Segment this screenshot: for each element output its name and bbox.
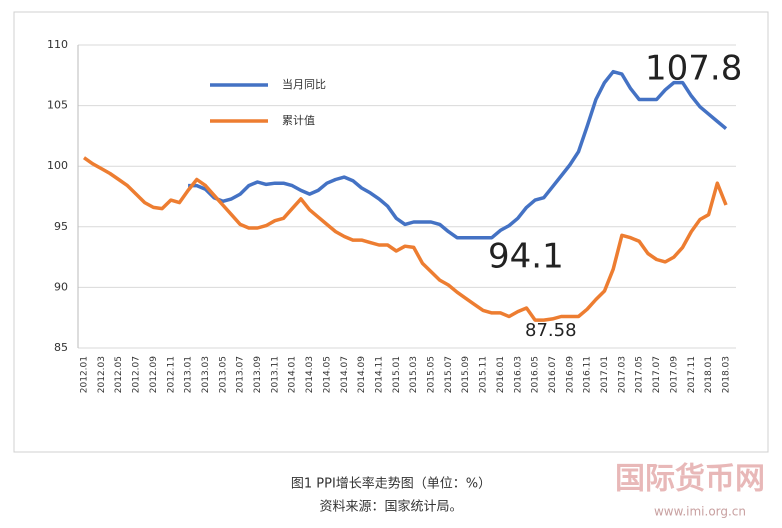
series-line xyxy=(188,69,728,240)
x-tick-label: 2013.05 xyxy=(218,356,228,393)
annotation: 87.58 xyxy=(525,320,577,341)
x-tick-label: 2013.07 xyxy=(236,356,246,393)
x-tick-label: 2014.01 xyxy=(288,356,298,393)
y-tick-label: 90 xyxy=(54,280,68,293)
x-tick-label: 2015.05 xyxy=(427,356,437,393)
x-tick-label: 2016.01 xyxy=(496,356,506,393)
x-tick-label: 2012.07 xyxy=(132,356,142,393)
x-tick-label: 2017.03 xyxy=(617,356,627,393)
x-tick-label: 2018.03 xyxy=(722,356,732,393)
x-tick-label: 2017.09 xyxy=(669,356,679,393)
x-tick-label: 2012.09 xyxy=(149,356,159,393)
x-tick-label: 2017.07 xyxy=(652,356,662,393)
watermark: 国际货币网 xyxy=(615,462,765,497)
y-tick-label: 110 xyxy=(47,38,68,51)
x-tick-label: 2016.05 xyxy=(531,356,541,393)
x-tick-label: 2016.09 xyxy=(565,356,575,393)
y-tick-label: 95 xyxy=(54,220,68,233)
x-tick-label: 2013.01 xyxy=(184,356,194,393)
x-tick-label: 2015.09 xyxy=(461,356,471,393)
caption: 图1 PPI增长率走势图（单位：%） xyxy=(291,476,491,492)
x-tick-label: 2014.11 xyxy=(374,356,384,393)
x-tick-label: 2014.05 xyxy=(322,356,332,393)
x-tick-label: 2018.01 xyxy=(704,356,714,393)
x-tick-label: 2016.11 xyxy=(583,356,593,393)
x-tick-label: 2015.03 xyxy=(409,356,419,393)
x-tick-label: 2014.03 xyxy=(305,356,315,393)
legend-label: 累计值 xyxy=(282,114,315,127)
annotation: 107.8 xyxy=(645,49,742,89)
y-tick-label: 105 xyxy=(47,99,68,112)
x-tick-label: 2012.11 xyxy=(166,356,176,393)
y-tick-label: 100 xyxy=(47,159,68,172)
x-tick-label: 2017.05 xyxy=(635,356,645,393)
x-tick-label: 2013.03 xyxy=(201,356,211,393)
source: 资料来源：国家统计局。 xyxy=(319,499,462,515)
watermark-url: www.imi.org.cn xyxy=(654,505,746,519)
x-tick-label: 2015.01 xyxy=(392,356,402,393)
x-tick-label: 2014.09 xyxy=(357,356,367,393)
x-tick-label: 2012.03 xyxy=(97,356,107,393)
x-tick-label: 2014.07 xyxy=(340,356,350,393)
x-tick-label: 2015.07 xyxy=(444,356,454,393)
x-tick-label: 2016.07 xyxy=(548,356,558,393)
x-tick-label: 2012.01 xyxy=(80,356,90,393)
x-tick-label: 2013.09 xyxy=(253,356,263,393)
x-tick-label: 2017.11 xyxy=(687,356,697,393)
x-tick-label: 2013.11 xyxy=(270,356,280,393)
series-line xyxy=(82,156,728,322)
annotation: 94.1 xyxy=(488,237,564,277)
x-tick-label: 2015.11 xyxy=(479,356,489,393)
x-tick-label: 2017.01 xyxy=(600,356,610,393)
y-tick-label: 85 xyxy=(54,341,68,354)
chart-frame xyxy=(13,11,769,453)
x-tick-label: 2012.05 xyxy=(114,356,124,393)
x-tick-label: 2016.03 xyxy=(513,356,523,393)
legend-label: 当月同比 xyxy=(282,77,326,91)
